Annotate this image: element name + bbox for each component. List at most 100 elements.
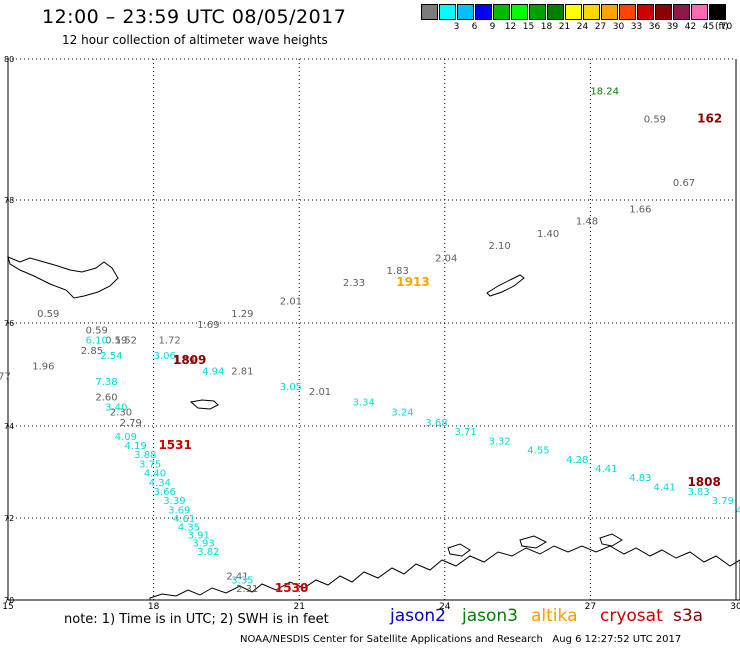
wave-height-label: 1.72 <box>158 336 180 347</box>
longitude-tick-label: 21 <box>293 602 304 612</box>
time-labels: 162 1809 1808 1531 1530 <box>158 111 722 594</box>
wave-height-label: 3.66 <box>154 487 176 498</box>
wave-height-label: 3.05 <box>280 382 302 393</box>
kong-karls-land <box>486 274 525 297</box>
legend-swatch <box>655 4 672 20</box>
wave-height-label: 3.79 <box>712 496 734 507</box>
wave-height-label: 2.30 <box>110 408 132 419</box>
wave-height-label: 4.55 <box>527 446 549 457</box>
latitude-tick-label: 76 <box>4 319 14 328</box>
norway-island-3 <box>599 533 623 547</box>
wave-height-label: 0.59 <box>86 325 108 336</box>
wave-height-label: 3.68 <box>425 418 447 429</box>
legend-swatch <box>673 4 690 20</box>
wave-height-label: 0.67 <box>673 178 695 189</box>
legend-swatch <box>529 4 546 20</box>
legend-swatch <box>511 4 528 20</box>
wave-height-label: 2.41 <box>226 572 248 583</box>
latitude-tick-label: 70 <box>4 596 14 605</box>
wave-height-label: 3.32 <box>488 436 510 447</box>
wave-height-label: 4.35 <box>178 522 200 533</box>
coastline-layer <box>7 256 740 601</box>
legend-label: 36 <box>648 22 661 32</box>
latitude-tick-label: 78 <box>4 196 14 205</box>
legend-swatch <box>421 4 438 20</box>
satellite-name-cryosat: cryosat <box>600 606 663 626</box>
latitude-tick-label: 74 <box>4 422 14 431</box>
legend-label: 21 <box>558 22 571 32</box>
legend-swatch <box>457 4 474 20</box>
wave-height-label: 3.35 <box>231 576 253 587</box>
wave-height-label: 1.40 <box>537 229 559 240</box>
legend-label: 39 <box>666 22 679 32</box>
satellite-name-jason2: jason2 <box>390 606 446 626</box>
wave-height-label: 0.59 <box>644 114 666 125</box>
norway-coast <box>149 545 740 601</box>
pass-time-label: 162 <box>697 111 722 125</box>
pass-time-label: 1808 <box>687 475 720 489</box>
longitude-tick-label: 27 <box>585 602 596 612</box>
map-title: 12:00 – 23:59 UTC 08/05/2017 <box>42 6 347 28</box>
wave-height-label: 2.54 <box>100 351 122 362</box>
wave-height-label: 4.83 <box>629 473 651 484</box>
wave-height-label: 3.83 <box>687 487 709 498</box>
wave-height-label: 1.66 <box>629 204 651 215</box>
wave-height-label: 1.29 <box>231 309 253 320</box>
legend-label: 3 <box>453 22 460 32</box>
wave-height-label: 3.69 <box>168 505 190 516</box>
credit-line: NOAA/NESDIS Center for Satellite Applica… <box>240 634 681 645</box>
wave-height-label: 4.19 <box>124 441 146 452</box>
longitude-tick-label: 15 <box>2 602 13 612</box>
legend-swatch <box>601 4 618 20</box>
legend-swatch <box>475 4 492 20</box>
wave-height-label: 3.71 <box>455 427 477 438</box>
wave-height-label: 4.41 <box>653 482 675 493</box>
wave-height-label: 4.34 <box>149 478 171 489</box>
legend-label: 9 <box>489 22 496 32</box>
pass-time-label: 1530 <box>275 581 308 595</box>
wave-height-label: 3.24 <box>391 408 413 419</box>
legend-swatch <box>637 4 654 20</box>
wave-height-label: 4.40 <box>144 469 166 480</box>
wave-height-label: 1.77 <box>0 372 11 383</box>
legend-unit: (ft) <box>715 22 729 32</box>
wave-height-label: 0.59 <box>105 336 127 347</box>
wave-height-label: 1.48 <box>576 217 598 228</box>
wave-height-label: 3.93 <box>192 539 214 550</box>
norway-island-1 <box>447 543 471 557</box>
legend-label: 30 <box>612 22 625 32</box>
wave-height-label: 2.01 <box>309 387 331 398</box>
wave-height-label: 3.39 <box>163 496 185 507</box>
wave-height-label: 4.94 <box>202 367 224 378</box>
legend-swatch <box>619 4 636 20</box>
legend-label: 15 <box>522 22 535 32</box>
legend-label: 6 <box>471 22 478 32</box>
longitude-tick-label: 18 <box>148 602 160 612</box>
wave-height-label: 1.83 <box>387 266 409 277</box>
svalbard-coast <box>7 256 119 299</box>
wave-height-label: 2.33 <box>343 278 365 289</box>
wave-height-label: 3.88 <box>134 450 156 461</box>
wave-height-label: 3.75 <box>139 459 161 470</box>
satellite-name-s3a: s3a <box>673 606 704 626</box>
lat-lon-grid <box>7 58 737 601</box>
wave-height-label: 2.79 <box>120 418 142 429</box>
legend-label: 12 <box>504 22 517 32</box>
wave-height-label: 4.77 <box>736 505 740 516</box>
latitude-tick-label: 80 <box>4 55 14 64</box>
legend-swatch <box>709 4 726 20</box>
wave-height-label: 3.91 <box>188 531 210 542</box>
wave-height-label: 3.82 <box>197 547 219 558</box>
wave-height-label: 1913 <box>396 275 429 289</box>
legend-label: 70 <box>720 22 733 32</box>
wave-height-label: 2.10 <box>488 241 510 252</box>
wave-height-label: 4.41 <box>595 464 617 475</box>
longitude-tick-label: 30 <box>730 602 740 612</box>
legend-label: 45 <box>702 22 715 32</box>
wave-height-label: 2.01 <box>280 297 302 308</box>
wave-height-label: 2.85 <box>81 346 103 357</box>
footnote: note: 1) Time is in UTC; 2) SWH is in fe… <box>64 612 329 627</box>
satellite-name-jason3: jason3 <box>462 606 518 626</box>
generated-timestamp: Aug 6 12:27:52 UTC 2017 <box>552 634 682 645</box>
